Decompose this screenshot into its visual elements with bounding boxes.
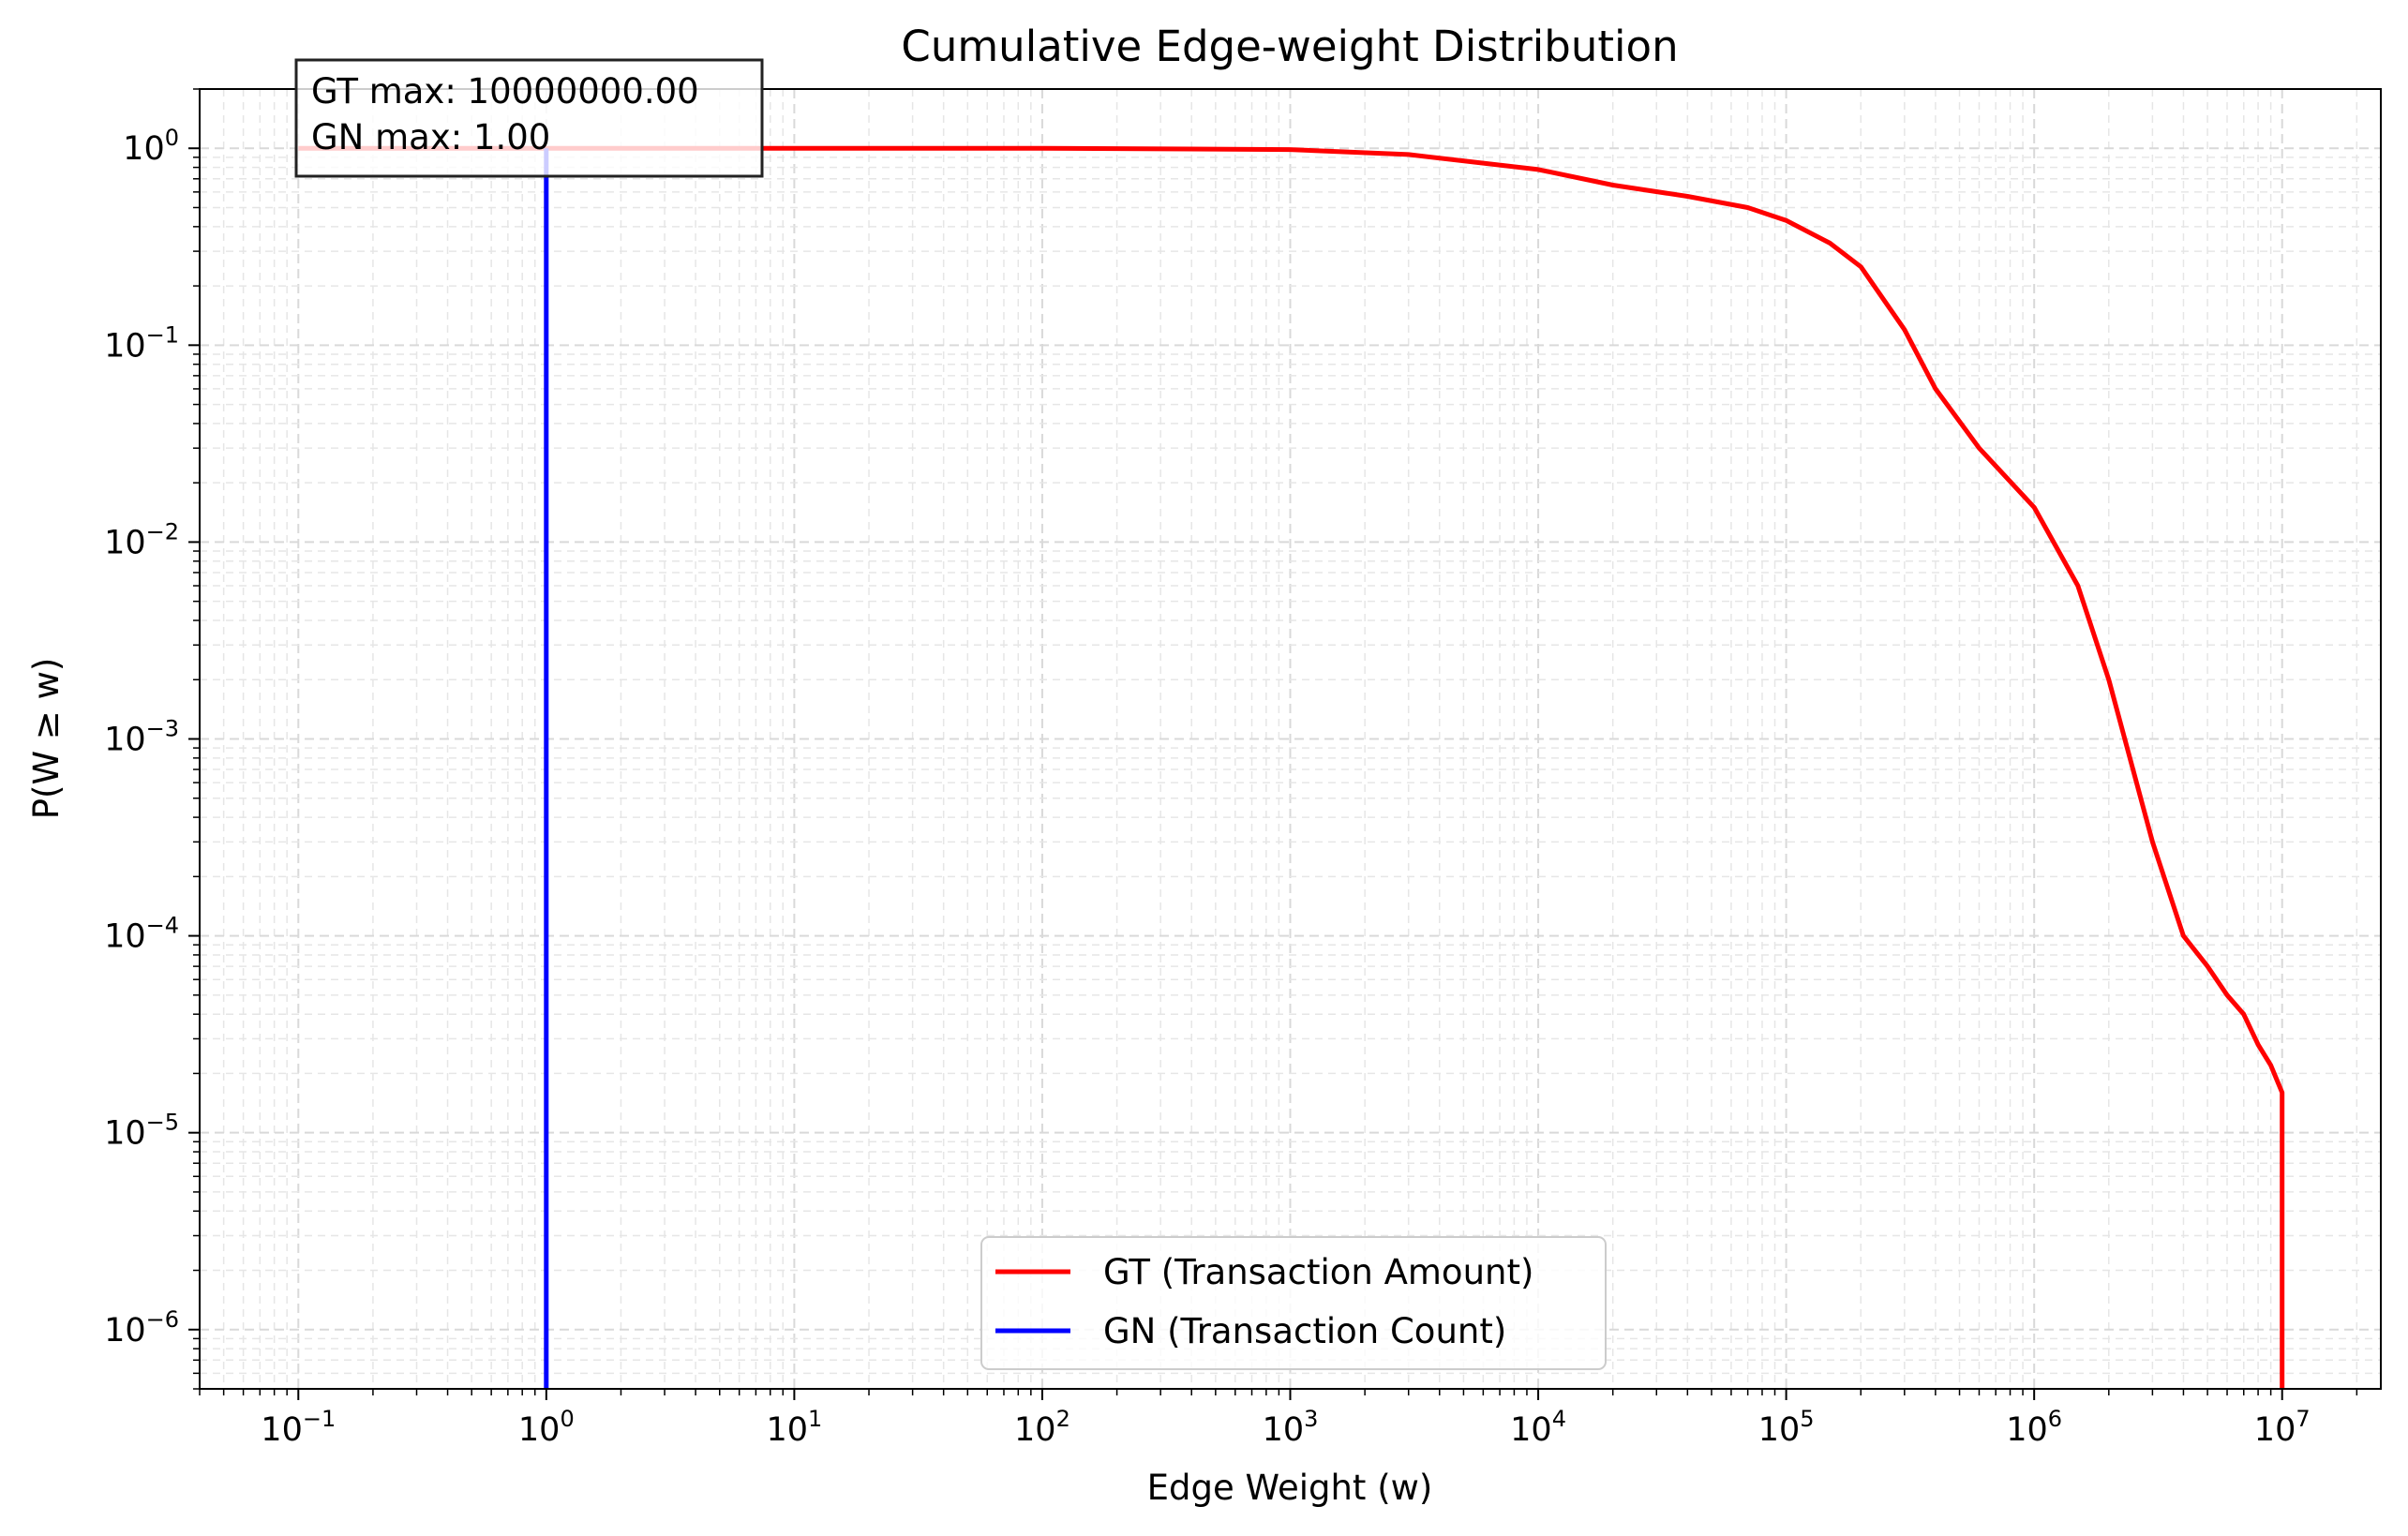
x-tick-label: 107 bbox=[2254, 1406, 2311, 1449]
legend-label-gt: GT (Transaction Amount) bbox=[1103, 1252, 1533, 1292]
annotation-gn-max: GN max: 1.00 bbox=[311, 117, 550, 157]
legend-box bbox=[980, 1236, 1607, 1370]
y-tick-label: 10−2 bbox=[104, 518, 179, 561]
x-tick-label: 103 bbox=[1263, 1406, 1319, 1449]
y-axis-title: P(W ≥ w) bbox=[26, 658, 67, 820]
x-tick-label: 106 bbox=[2006, 1406, 2062, 1449]
x-tick-label: 101 bbox=[766, 1406, 822, 1449]
y-tick-label: 10−6 bbox=[104, 1306, 179, 1350]
legend-label-gn: GN (Transaction Count) bbox=[1103, 1311, 1506, 1351]
y-tick-label: 100 bbox=[123, 125, 179, 168]
chart-title: Cumulative Edge-weight Distribution bbox=[901, 22, 1678, 71]
legend: GT (Transaction Amount) GN (Transaction … bbox=[980, 1236, 1607, 1370]
axis-ticks bbox=[188, 88, 2358, 1400]
y-tick-label: 10−4 bbox=[104, 913, 179, 956]
x-tick-label: 104 bbox=[1510, 1406, 1566, 1449]
series-line-gt bbox=[298, 145, 2285, 1389]
x-tick-label: 10−1 bbox=[261, 1406, 336, 1449]
x-axis-title: Edge Weight (w) bbox=[1147, 1468, 1433, 1508]
x-tick-label: 102 bbox=[1014, 1406, 1070, 1449]
series-layer bbox=[298, 145, 2285, 1389]
axis-tick-labels: 10−1 100 101 102 103 104 105 106 107 100 10−1 10−2 1… bbox=[104, 125, 2311, 1449]
annotation-gt-max: GT max: 10000000.00 bbox=[311, 71, 699, 112]
x-tick-label: 105 bbox=[1758, 1406, 1815, 1449]
y-tick-label: 10−3 bbox=[104, 716, 179, 759]
x-tick-label: 100 bbox=[518, 1406, 575, 1449]
y-tick-label: 10−5 bbox=[104, 1110, 179, 1153]
y-tick-label: 10−1 bbox=[104, 321, 179, 365]
annotation-box: GT max: 10000000.00 GN max: 1.00 bbox=[294, 58, 764, 178]
